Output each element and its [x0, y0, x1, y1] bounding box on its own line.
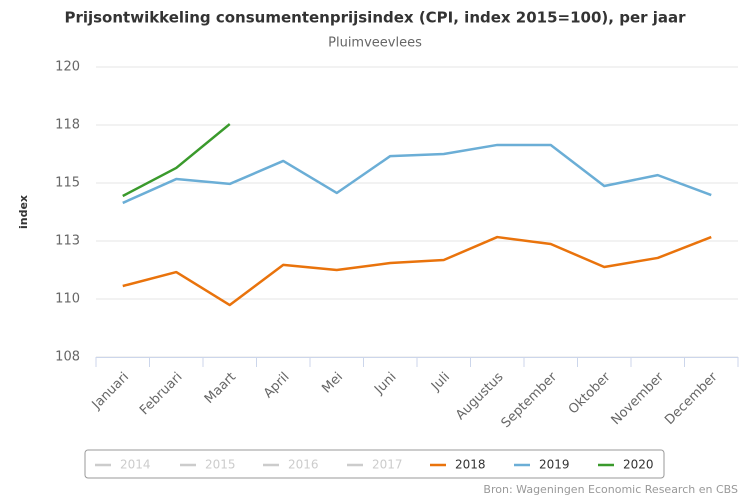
legend-label: 2017	[372, 458, 403, 472]
series-line	[122, 235, 712, 307]
y-tick-label: 108	[55, 350, 80, 365]
legend-label: 2018	[455, 458, 486, 472]
chart-title: Prijsontwikkeling consumentenprijsindex …	[64, 9, 686, 27]
x-tick-label: Maart	[202, 370, 239, 407]
legend-label: 2019	[539, 458, 570, 472]
x-tick-label: Juni	[371, 370, 399, 398]
legend-label: 2015	[205, 458, 236, 472]
y-tick-label: 110	[55, 292, 80, 307]
x-tick-label: November	[609, 369, 668, 428]
legend-box	[84, 449, 665, 479]
y-tick-label: 120	[55, 60, 80, 75]
series-line	[122, 143, 712, 205]
y-tick-label: 115	[55, 176, 80, 191]
series-line	[122, 123, 231, 198]
x-tick-label: Februari	[137, 370, 185, 418]
x-tick-label: April	[261, 370, 293, 402]
x-tick-label: Augustus	[453, 370, 507, 424]
y-tick-label: 118	[55, 118, 80, 133]
y-axis-title: index	[17, 195, 30, 229]
source: Bron: Wageningen Economic Research en CB…	[483, 483, 738, 496]
x-tick-label: December	[662, 369, 721, 428]
legend-label: 2014	[120, 458, 151, 472]
y-tick-label: 113	[55, 234, 80, 249]
x-tick-label: September	[499, 369, 561, 431]
x-tick-label: Juli	[428, 370, 453, 395]
x-tick-label: Mei	[319, 370, 346, 397]
legend-label: 2016	[288, 458, 319, 472]
x-tick-label: Oktober	[566, 369, 614, 417]
legend-label: 2020	[623, 458, 654, 472]
chart-subtitle: Pluimveevlees	[328, 36, 422, 51]
x-tick-label: Januari	[89, 370, 132, 413]
